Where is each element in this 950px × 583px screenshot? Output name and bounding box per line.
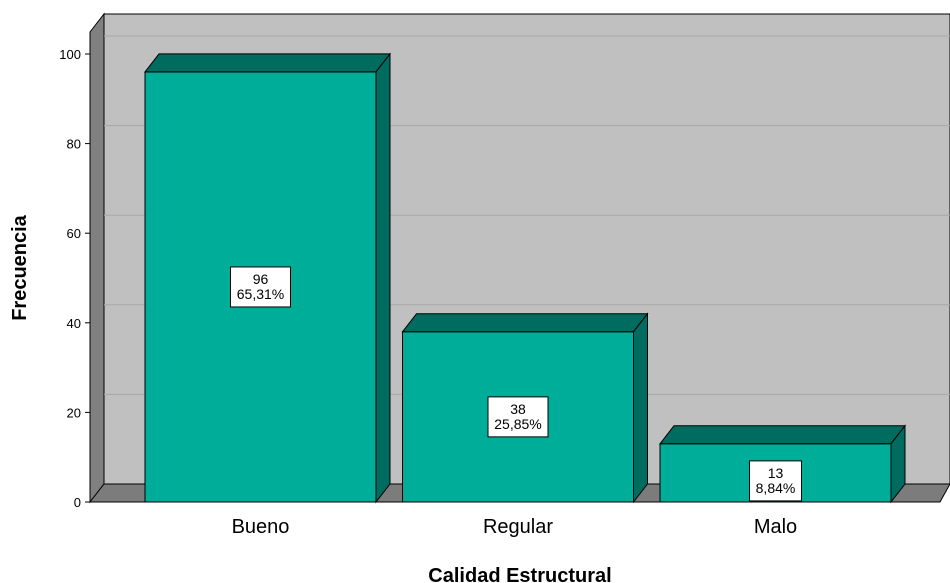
y-axis: 0 20 40 60 80 100 <box>59 32 91 510</box>
data-label-count: 96 <box>253 271 269 287</box>
data-label-percent: 65,31% <box>237 286 284 302</box>
data-label-count: 38 <box>510 401 526 417</box>
data-label-percent: 25,85% <box>494 416 541 432</box>
bar-side <box>375 52 391 504</box>
data-label-box <box>487 396 549 438</box>
data-label: 138,84% <box>749 460 802 502</box>
y-tick-label: 60 <box>67 226 81 241</box>
bar-top <box>143 53 392 73</box>
bars <box>143 52 907 504</box>
bar-side <box>633 312 648 504</box>
data-label-count: 13 <box>768 465 784 481</box>
y-axis-title: Frecuencia <box>9 214 31 320</box>
x-tick-label: Bueno <box>232 516 290 538</box>
y-tick-label: 100 <box>59 47 81 62</box>
x-tick-label: Malo <box>754 516 797 538</box>
y-tick-label: 20 <box>67 405 81 420</box>
data-label-box <box>749 460 802 502</box>
data-label-box <box>230 266 291 308</box>
x-axis-title: Calidad Estructural <box>428 565 611 583</box>
side-wall <box>89 12 105 504</box>
bar-side <box>890 424 906 504</box>
data-label-percent: 8,84% <box>756 480 796 496</box>
y-tick-label: 80 <box>67 137 81 152</box>
y-tick-label: 0 <box>74 495 81 510</box>
y-tick-label: 40 <box>67 316 81 331</box>
bar-top <box>401 313 649 333</box>
x-axis: Bueno Regular Malo <box>90 501 940 538</box>
x-tick-label: Regular <box>483 516 553 538</box>
bar-top <box>658 425 907 445</box>
